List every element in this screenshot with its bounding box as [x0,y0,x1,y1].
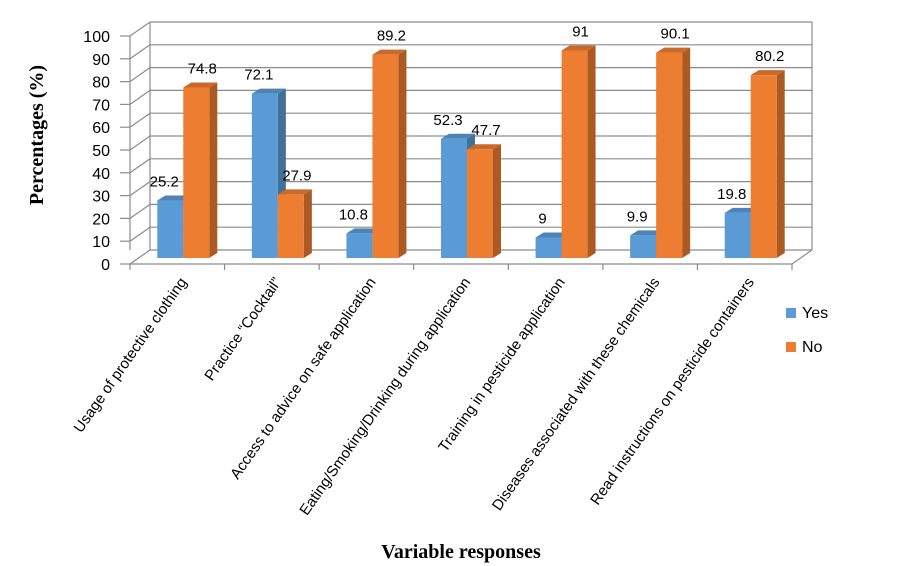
bar-top [724,207,759,213]
bar-front [346,233,373,258]
gridline-side [129,21,151,37]
y-tick-label: 70 [92,97,110,114]
x-tick-label: Usage of protective clothing [70,275,190,436]
data-label: 47.7 [471,122,500,139]
bar-side [587,45,596,258]
y-tick-label: 60 [92,120,110,137]
gridline-side [129,203,151,219]
bar-top [467,144,501,150]
bar-front [561,50,588,258]
y-tick-label: 0 [101,257,110,274]
bar-no [750,70,785,258]
y-tick-label: 10 [92,234,110,251]
legend-swatch [786,308,796,318]
x-axis-title: Variable responses [381,541,541,563]
bar-front [183,87,210,259]
gridline-side [129,89,151,105]
data-label: 91 [572,24,589,41]
bar-top [750,70,785,76]
gridline-side [129,44,151,60]
gridline-side [129,135,151,151]
data-label: 27.9 [282,167,311,184]
bar-front [467,149,493,258]
axes: 0 10 20 30 40 50 60 70 80 90 100 Usage of protectiv… [70,29,813,519]
bar-top [441,133,475,139]
data-label: 19.8 [717,186,746,203]
bar-side [493,144,501,258]
bar-side [398,49,407,259]
data-label: 80.2 [755,48,784,65]
bar-front [656,52,683,259]
bar-no [467,144,501,258]
bar-front [750,75,777,258]
bar-no [656,47,691,259]
data-label: 90.1 [661,26,690,43]
y-tick-label: 50 [92,143,110,160]
bar-no [183,82,218,259]
y-axis-title: Percentages (%) [26,65,48,205]
bar-no [277,189,312,258]
x-tick-label: Eating/Smoking/Drinking during applicati… [296,275,474,519]
bar-top [157,195,192,201]
data-labels: 25.2 74.8 72.1 27.9 10.8 89.2 52.3 47.7 9 91 9.9 90… [150,24,785,228]
floor-right-edge [791,249,813,265]
bar-top [346,228,381,234]
legend-swatch [786,342,796,352]
data-label: 9.9 [627,208,648,225]
legend: Yes No [786,305,828,356]
bar-top [372,49,407,55]
bar-front [630,235,657,258]
bar-top [251,88,286,94]
gridline-side [129,181,151,197]
y-tick-label: 90 [92,52,110,69]
bar-front [724,212,751,258]
legend-item-no: No [786,339,823,356]
bar-top [183,82,218,88]
data-label: 72.1 [244,67,273,84]
gridline-side [129,112,151,128]
bar-side [303,189,312,258]
data-label: 74.8 [188,60,217,77]
data-label: 10.8 [339,206,368,223]
gridline-side [129,158,151,174]
y-tick-label: 80 [92,75,110,92]
y-tick-label: 40 [92,166,110,183]
bar-top [656,47,691,53]
data-label: 25.2 [150,174,179,191]
legend-item-yes: Yes [786,305,828,322]
bar-top [277,189,312,195]
y-tick-label: 30 [92,189,110,206]
x-tick-label: Practice “Cocktail” [201,275,285,384]
bar-top [630,230,665,236]
bar-front [277,194,304,258]
x-tick-label: Diseases associated with these chemicals [489,275,664,514]
bar-side [209,82,218,259]
y-tick-label: 100 [83,29,110,46]
bar-side [776,70,785,258]
data-label: 52.3 [433,112,462,129]
gridline-side [129,249,151,265]
bar-front [251,93,278,258]
bar-no [561,45,596,258]
legend-label: No [802,339,823,356]
legend-label: Yes [802,305,828,322]
data-label: 89.2 [377,28,406,45]
bar-front [157,200,184,258]
bar-top [535,232,570,238]
bars [157,45,785,259]
bar-front [372,54,399,259]
bar-side [682,47,691,259]
bar-top [561,45,596,51]
bar-front [441,138,467,258]
gridline-side [129,226,151,242]
gridline-side [129,67,151,83]
x-tick-label: Read instructions on pesticide container… [587,275,758,509]
bar-front [535,237,562,258]
y-tick-label: 20 [92,211,110,228]
data-label: 9 [538,210,546,227]
bar-no [372,49,407,259]
